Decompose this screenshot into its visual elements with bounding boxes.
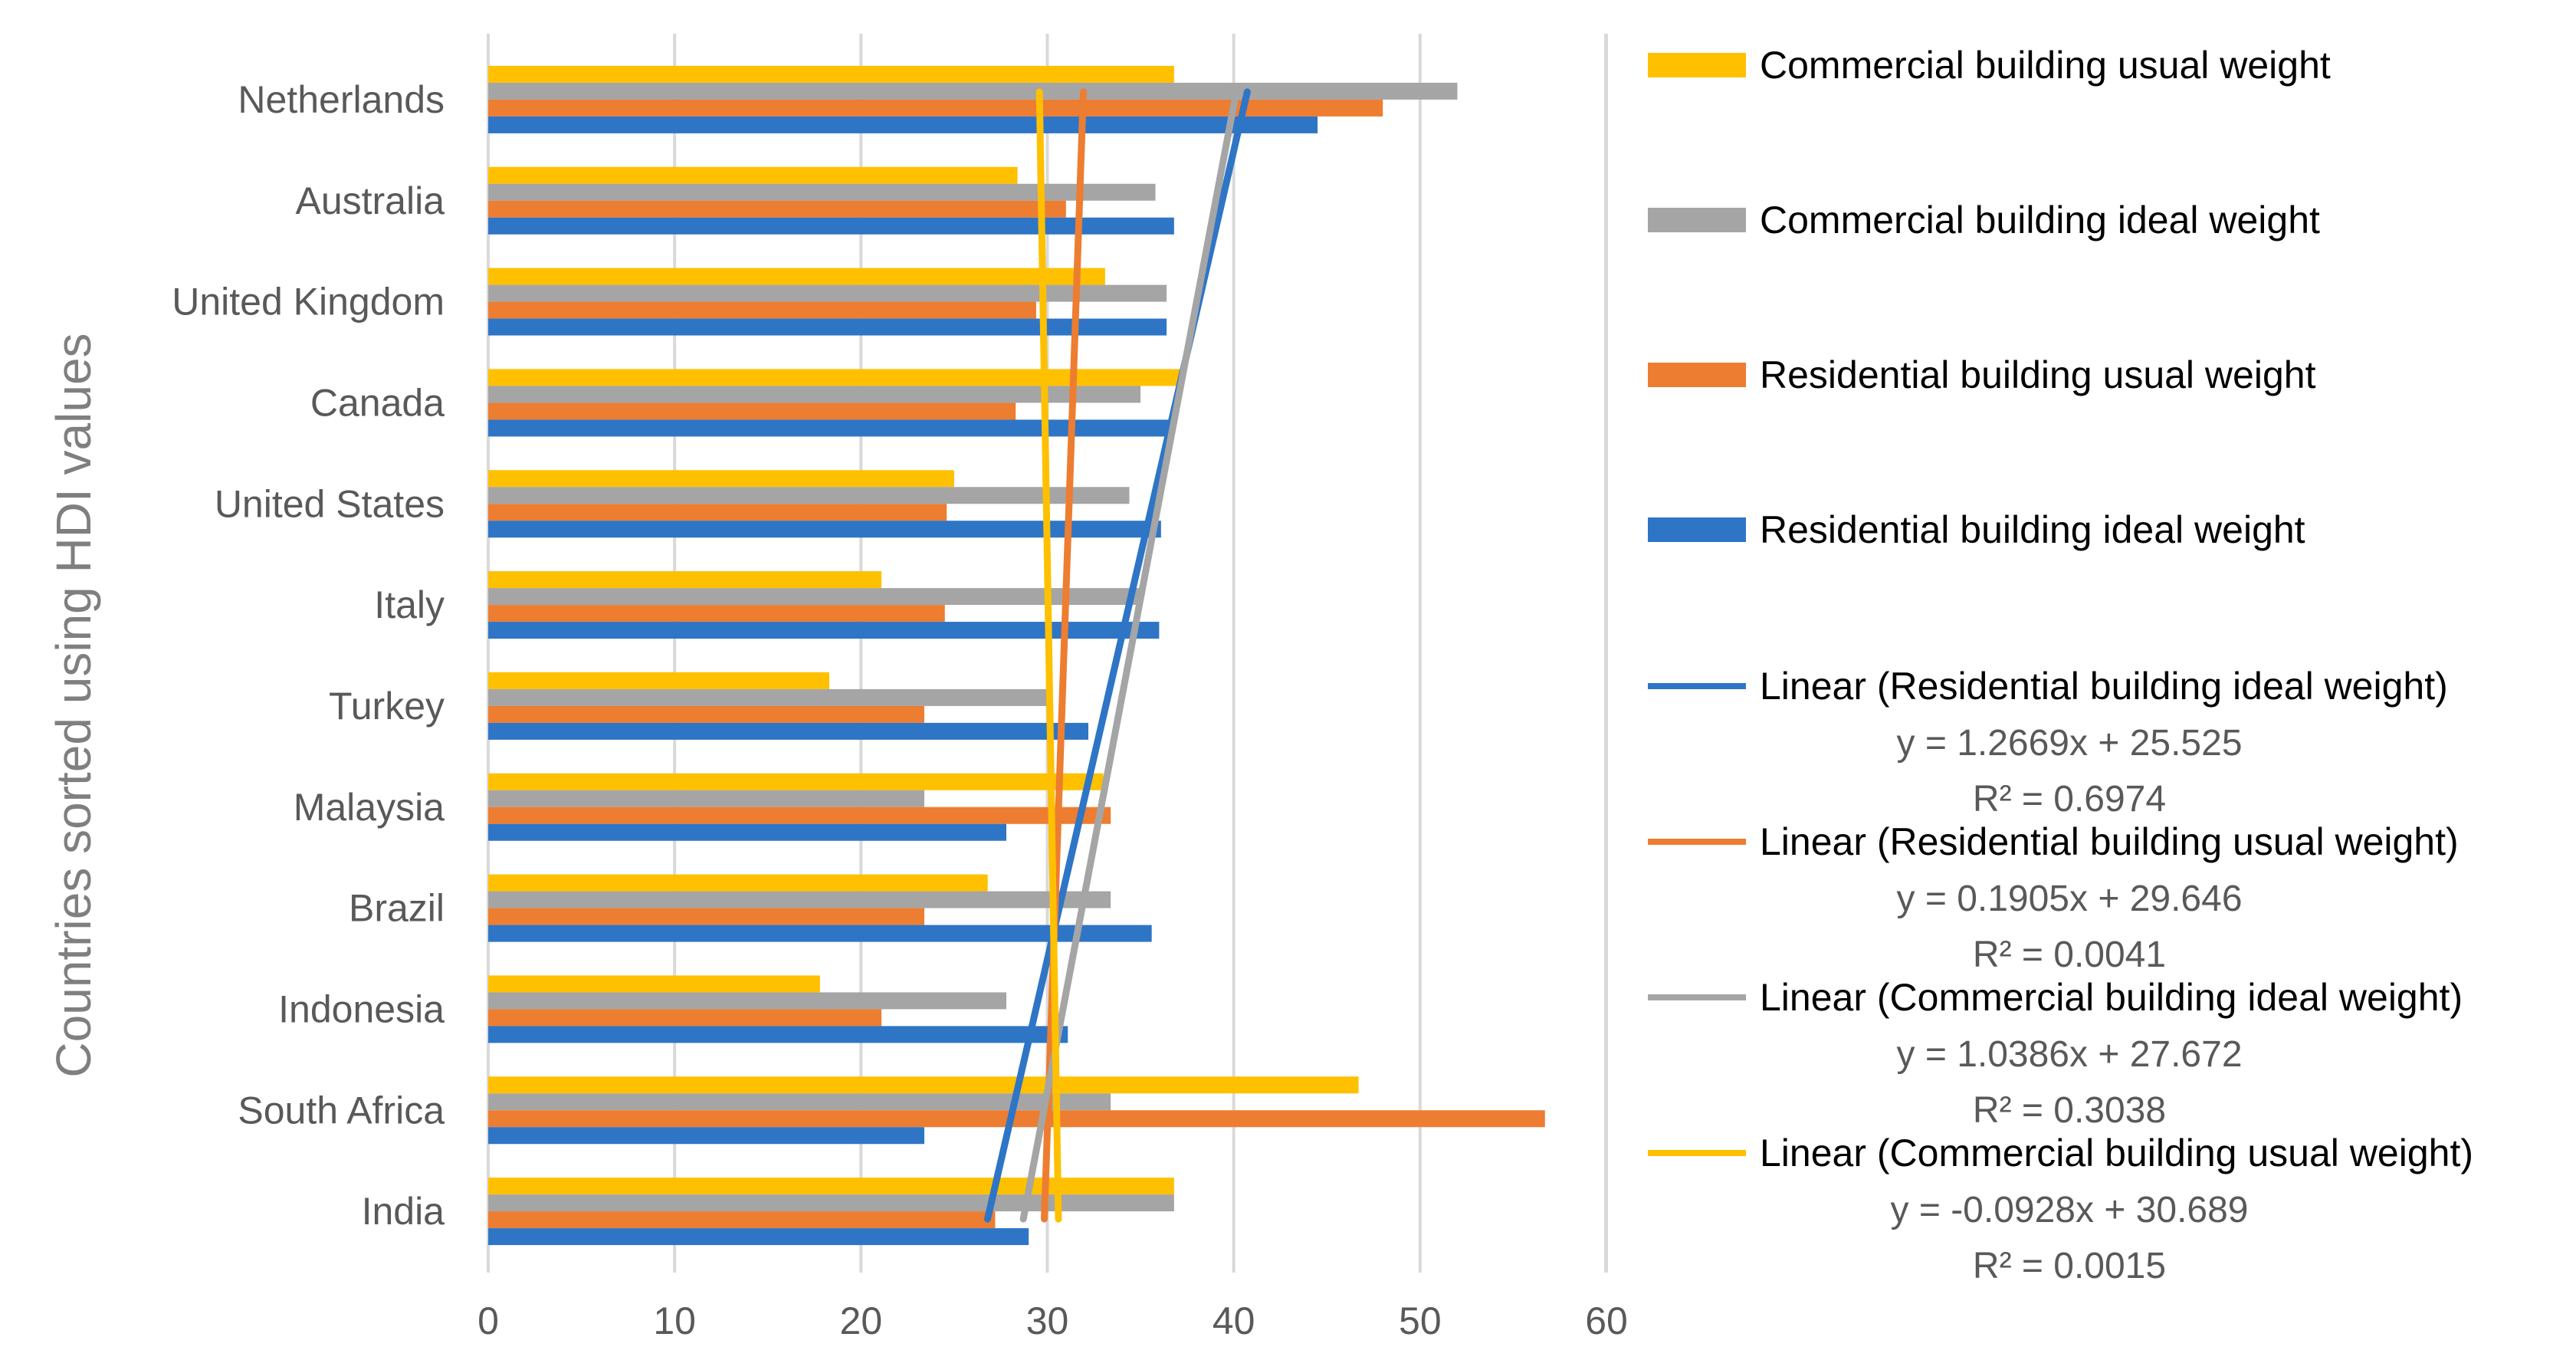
bar-commercial-building-usual-weight-australia — [488, 166, 1018, 184]
bar-residential-building-usual-weight-brazil — [488, 908, 925, 925]
bar-commercial-building-usual-weight-united-kingdom — [488, 268, 1105, 285]
legend-label-residential-building-ideal-weight: Residential building ideal weight — [1760, 508, 2305, 551]
bar-commercial-building-usual-weight-india — [488, 1178, 1174, 1195]
category-label-malaysia: Malaysia — [294, 786, 445, 829]
legend-swatch-residential-building-ideal-weight — [1648, 517, 1746, 542]
x-tick-label-20: 20 — [840, 1299, 883, 1342]
category-label-south-africa: South Africa — [238, 1089, 445, 1132]
trendline-r2-linear-commercial-building-usual-weight: R² = 0.0015 — [1973, 1246, 2166, 1286]
category-label-brazil: Brazil — [349, 887, 445, 930]
bar-residential-building-ideal-weight-malaysia — [488, 823, 1007, 841]
trendline-r2-linear-residential-building-usual-weight: R² = 0.0041 — [1973, 935, 2166, 975]
category-label-australia: Australia — [295, 179, 445, 222]
bar-residential-building-ideal-weight-italy — [488, 622, 1160, 639]
bar-residential-building-ideal-weight-brazil — [488, 925, 1152, 942]
trendline-r2-linear-residential-building-ideal-weight: R² = 0.6974 — [1973, 779, 2166, 820]
bar-commercial-building-ideal-weight-united-kingdom — [488, 284, 1167, 302]
bar-commercial-building-usual-weight-turkey — [488, 672, 829, 689]
bar-residential-building-usual-weight-india — [488, 1211, 996, 1229]
bar-residential-building-ideal-weight-united-kingdom — [488, 318, 1167, 336]
bar-commercial-building-usual-weight-brazil — [488, 874, 988, 892]
bar-commercial-building-usual-weight-south-africa — [488, 1076, 1359, 1094]
bar-residential-building-usual-weight-united-kingdom — [488, 301, 1036, 319]
bar-residential-building-ideal-weight-canada — [488, 419, 1174, 437]
bar-commercial-building-usual-weight-netherlands — [488, 65, 1174, 83]
bar-residential-building-usual-weight-malaysia — [488, 806, 1111, 824]
bar-residential-building-ideal-weight-indonesia — [488, 1026, 1068, 1043]
x-tick-label-0: 0 — [477, 1299, 499, 1342]
legend-label-commercial-building-ideal-weight: Commercial building ideal weight — [1760, 199, 2320, 241]
bar-commercial-building-ideal-weight-brazil — [488, 891, 1111, 908]
bar-commercial-building-ideal-weight-canada — [488, 386, 1141, 403]
category-label-united-kingdom: United Kingdom — [172, 281, 445, 324]
category-label-india: India — [362, 1190, 445, 1233]
bar-commercial-building-usual-weight-indonesia — [488, 975, 820, 993]
bar-commercial-building-usual-weight-italy — [488, 571, 882, 589]
bar-residential-building-ideal-weight-turkey — [488, 722, 1088, 740]
category-label-canada: Canada — [310, 381, 445, 424]
legend-swatch-residential-building-usual-weight — [1648, 363, 1746, 387]
bar-residential-building-ideal-weight-india — [488, 1228, 1029, 1246]
bar-commercial-building-ideal-weight-italy — [488, 588, 1141, 606]
bar-commercial-building-usual-weight-united-states — [488, 470, 954, 488]
bar-residential-building-ideal-weight-netherlands — [488, 116, 1318, 133]
legend: Commercial building usual weight Commerci… — [1648, 44, 2473, 1286]
bar-residential-building-usual-weight-italy — [488, 605, 945, 623]
bar-residential-building-usual-weight-australia — [488, 200, 1066, 218]
category-label-turkey: Turkey — [329, 685, 445, 728]
bar-commercial-building-ideal-weight-india — [488, 1194, 1174, 1212]
bar-commercial-building-usual-weight-canada — [488, 369, 1182, 386]
x-tick-label-60: 60 — [1585, 1299, 1628, 1342]
legend-label-commercial-building-usual-weight: Commercial building usual weight — [1760, 44, 2331, 87]
trendline-r2-linear-commercial-building-ideal-weight: R² = 0.3038 — [1973, 1090, 2166, 1131]
category-label-netherlands: Netherlands — [238, 78, 445, 121]
bar-residential-building-ideal-weight-south-africa — [488, 1127, 925, 1145]
bar-commercial-building-ideal-weight-malaysia — [488, 790, 925, 807]
category-label-united-states: United States — [215, 482, 445, 525]
bar-commercial-building-ideal-weight-united-states — [488, 487, 1130, 504]
category-label-italy: Italy — [374, 583, 445, 626]
x-tick-label-10: 10 — [653, 1299, 696, 1342]
x-tick-label-40: 40 — [1213, 1299, 1255, 1342]
bar-residential-building-usual-weight-turkey — [488, 705, 925, 723]
trendline-linear-commercial-building-ideal-weight — [1019, 88, 1240, 1223]
trendline-linear-commercial-building-usual-weight — [1035, 88, 1062, 1223]
bar-commercial-building-ideal-weight-australia — [488, 183, 1156, 201]
bar-residential-building-usual-weight-canada — [488, 402, 1016, 420]
trendline-equation-linear-residential-building-usual-weight: y = 0.1905x + 29.646 — [1896, 879, 2242, 919]
legend-label-linear-residential-building-ideal-weight: Linear (Residential building ideal weigh… — [1760, 665, 2448, 708]
bar-residential-building-usual-weight-indonesia — [488, 1009, 882, 1027]
x-tick-labels: 0 10 20 30 40 50 60 — [477, 1299, 1628, 1342]
x-tick-label-50: 50 — [1399, 1299, 1442, 1342]
bar-residential-building-usual-weight-united-states — [488, 504, 947, 521]
bar-commercial-building-usual-weight-malaysia — [488, 773, 1104, 790]
bar-commercial-building-ideal-weight-south-africa — [488, 1093, 1111, 1111]
trendline-equation-linear-commercial-building-ideal-weight: y = 1.0386x + 27.672 — [1896, 1034, 2242, 1075]
legend-label-linear-residential-building-usual-weight: Linear (Residential building usual weigh… — [1760, 820, 2459, 863]
bar-commercial-building-ideal-weight-netherlands — [488, 82, 1458, 100]
category-labels: Netherlands Australia United Kingdom Canada… — [172, 78, 445, 1233]
x-tick-label-30: 30 — [1026, 1299, 1069, 1342]
trendline-linear-residential-building-ideal-weight — [983, 88, 1251, 1223]
legend-label-linear-commercial-building-ideal-weight: Linear (Commercial building ideal weight… — [1760, 976, 2463, 1019]
bar-residential-building-ideal-weight-united-states — [488, 521, 1161, 538]
trendlines — [983, 88, 1251, 1223]
trendline-equation-linear-residential-building-ideal-weight: y = 1.2669x + 25.525 — [1896, 723, 2242, 764]
legend-swatch-commercial-building-ideal-weight — [1648, 208, 1746, 232]
bar-commercial-building-ideal-weight-turkey — [488, 688, 1048, 706]
category-label-indonesia: Indonesia — [278, 987, 445, 1030]
y-axis-title: Countries sorted using HDI values — [46, 333, 101, 1077]
bars — [488, 65, 1545, 1246]
trendline-equation-linear-commercial-building-usual-weight: y = -0.0928x + 30.689 — [1890, 1190, 2248, 1230]
bar-commercial-building-ideal-weight-indonesia — [488, 992, 1007, 1010]
legend-label-linear-commercial-building-usual-weight: Linear (Commercial building usual weight… — [1760, 1132, 2473, 1174]
legend-label-residential-building-usual-weight: Residential building usual weight — [1760, 353, 2316, 396]
bar-residential-building-ideal-weight-australia — [488, 217, 1174, 235]
legend-swatch-commercial-building-usual-weight — [1648, 53, 1746, 77]
bar-residential-building-usual-weight-south-africa — [488, 1110, 1545, 1128]
trendline-linear-residential-building-usual-weight — [1041, 88, 1087, 1223]
bar-residential-building-usual-weight-netherlands — [488, 99, 1383, 117]
